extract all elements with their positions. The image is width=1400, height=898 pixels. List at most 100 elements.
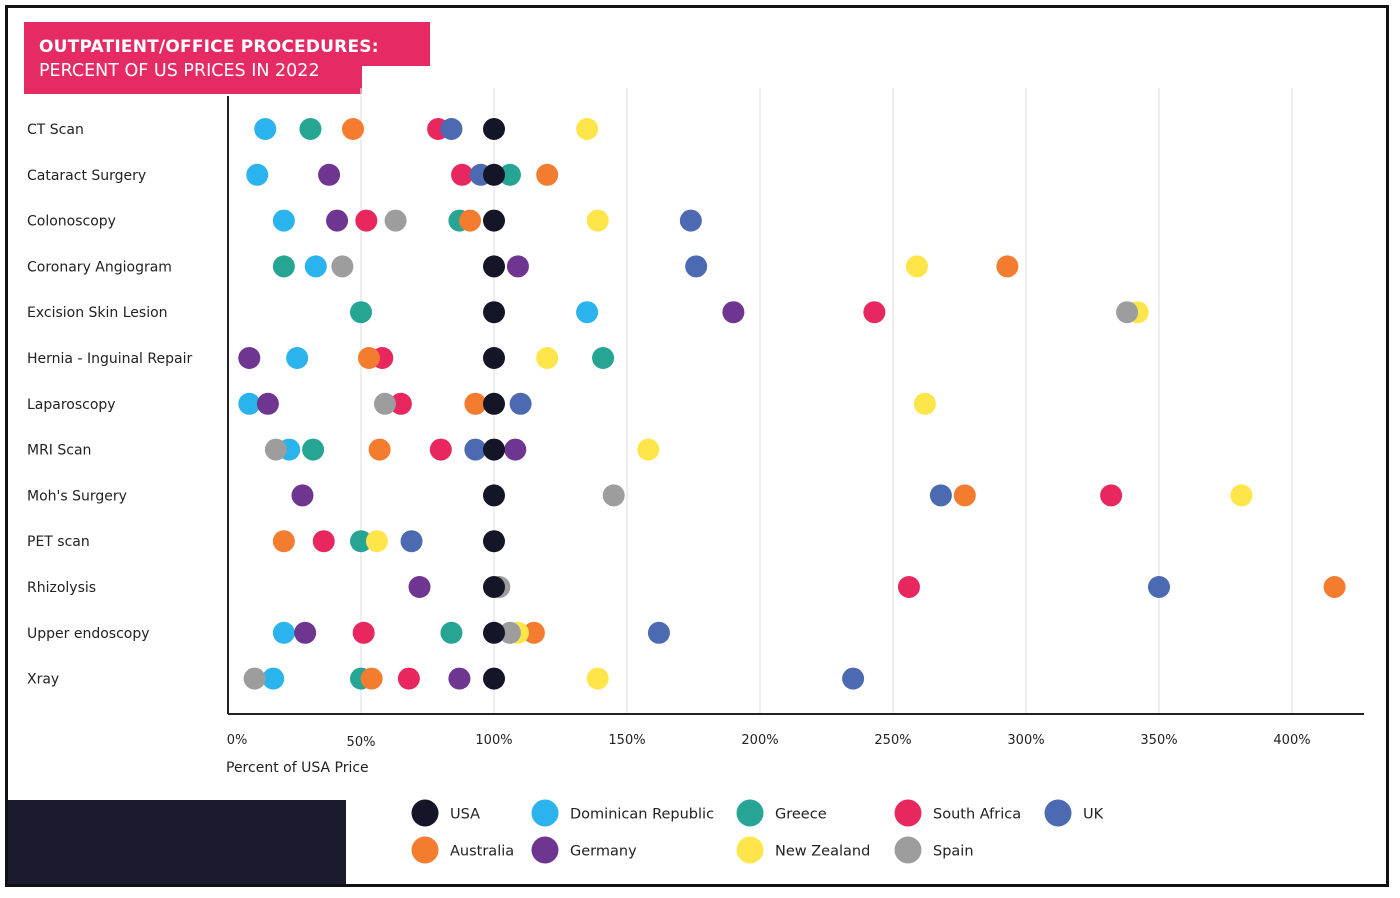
category-label-pet-scan: PET scan [27,534,90,550]
category-label-coronary-angiogram: Coronary Angiogram [27,259,172,275]
point-germany-laparoscopy [256,392,279,415]
point-germany-upper-endoscopy [294,621,317,644]
point-new-zealand-moh-s-surgery [1230,484,1253,507]
point-germany-moh-s-surgery [291,484,314,507]
legend: USA Dominican Republic Greece South Africa U… [411,799,1104,864]
legend-label-usa: USA [450,807,480,823]
category-label-hernia-inguinal-repair: Hernia - Inguinal Repair [27,351,192,367]
point-germany-cataract-surgery [318,163,341,186]
point-greece-hernia-inguinal-repair [592,347,615,369]
title-banner-top [24,22,430,66]
point-usa-upper-endoscopy [483,621,505,644]
point-spain-coronary-angiogram [331,255,354,278]
point-south-africa-upper-endoscopy [352,621,375,644]
point-spain-excision-skin-lesion [1116,301,1139,324]
point-uk-pet-scan [400,530,423,553]
point-uk-colonoscopy [679,209,702,232]
category-labels: CT Scan Cataract Surgery Colonoscopy Corona… [27,122,192,688]
point-dominican-republic-excision-skin-lesion [576,301,599,324]
point-new-zealand-hernia-inguinal-repair [536,347,559,369]
category-label-colonoscopy: Colonoscopy [27,214,116,230]
point-australia-hernia-inguinal-repair [357,347,380,369]
legend-swatch-germany [531,836,559,864]
point-usa-laparoscopy [483,392,505,415]
category-label-excision-skin-lesion: Excision Skin Lesion [27,305,168,321]
point-uk-xray [842,667,865,690]
x-tick-label: 200% [741,733,778,748]
point-south-africa-rhizolysis [897,576,920,598]
legend-label-dominican-republic: Dominican Republic [570,807,714,823]
x-tick-label: 0% [227,733,248,748]
x-tick-label: 250% [874,733,911,748]
legend-swatch-dominican-republic [531,799,559,827]
point-greece-coronary-angiogram [272,255,295,278]
point-usa-mri-scan [483,438,505,461]
point-south-africa-mri-scan [429,438,452,461]
legend-label-greece: Greece [775,807,827,823]
point-australia-cataract-surgery [536,163,559,186]
point-australia-laparoscopy [464,392,487,415]
point-usa-rhizolysis [483,576,505,598]
point-usa-hernia-inguinal-repair [483,347,505,369]
dark-footer-block [8,800,346,884]
x-axis-title: Percent of USA Price [226,760,369,776]
x-tick-label: 100% [475,733,512,748]
point-new-zealand-pet-scan [365,530,388,553]
point-australia-upper-endoscopy [522,621,545,644]
title-line-1: OUTPATIENT/OFFICE PROCEDURES: [39,37,379,57]
x-tick-label: 50% [347,735,376,750]
point-uk-moh-s-surgery [929,484,952,507]
point-dominican-republic-hernia-inguinal-repair [286,347,309,369]
point-south-africa-colonoscopy [355,209,378,232]
point-germany-excision-skin-lesion [722,301,745,324]
point-south-africa-moh-s-surgery [1100,484,1123,507]
category-label-xray: Xray [27,672,59,688]
legend-label-australia: Australia [450,844,514,860]
category-label-rhizolysis: Rhizolysis [27,580,96,596]
point-usa-coronary-angiogram [483,255,505,278]
legend-swatch-usa [411,799,439,827]
point-germany-rhizolysis [408,576,431,598]
title-banner-bottom [24,66,362,94]
point-south-africa-pet-scan [312,530,335,553]
point-australia-mri-scan [368,438,391,461]
point-usa-excision-skin-lesion [483,301,505,324]
point-south-africa-excision-skin-lesion [863,301,886,324]
point-new-zealand-colonoscopy [586,209,609,232]
point-new-zealand-mri-scan [637,438,660,461]
legend-swatch-greece [736,799,764,827]
point-usa-xray [483,667,505,690]
point-spain-moh-s-surgery [602,484,625,507]
point-new-zealand-coronary-angiogram [905,255,928,278]
point-new-zealand-laparoscopy [913,392,936,415]
legend-swatch-australia [411,836,439,864]
point-dominican-republic-cataract-surgery [246,163,269,186]
point-australia-rhizolysis [1323,576,1346,598]
x-tick-label: 350% [1140,733,1177,748]
point-greece-ct-scan [299,118,322,140]
point-dominican-republic-ct-scan [254,118,277,140]
point-spain-colonoscopy [384,209,407,232]
point-australia-pet-scan [272,530,295,553]
point-germany-xray [448,667,471,690]
chart-title: OUTPATIENT/OFFICE PROCEDURES: PERCENT OF… [24,22,430,94]
category-label-upper-endoscopy: Upper endoscopy [27,626,150,642]
legend-label-spain: Spain [933,844,974,860]
category-label-laparoscopy: Laparoscopy [27,397,116,413]
legend-swatch-spain [894,836,922,864]
point-greece-pet-scan [350,530,372,553]
category-label-ct-scan: CT Scan [27,122,84,138]
point-south-africa-laparoscopy [389,392,412,415]
legend-swatch-uk [1044,799,1072,827]
point-uk-mri-scan [464,438,487,461]
point-australia-colonoscopy [459,209,482,232]
point-dominican-republic-xray [262,667,285,690]
point-spain-mri-scan [264,438,287,461]
point-uk-coronary-angiogram [685,255,708,278]
point-south-africa-xray [397,667,420,690]
point-spain-upper-endoscopy [498,621,521,644]
point-australia-coronary-angiogram [996,255,1019,278]
legend-swatch-new-zealand [736,836,764,864]
point-new-zealand-ct-scan [576,118,599,140]
